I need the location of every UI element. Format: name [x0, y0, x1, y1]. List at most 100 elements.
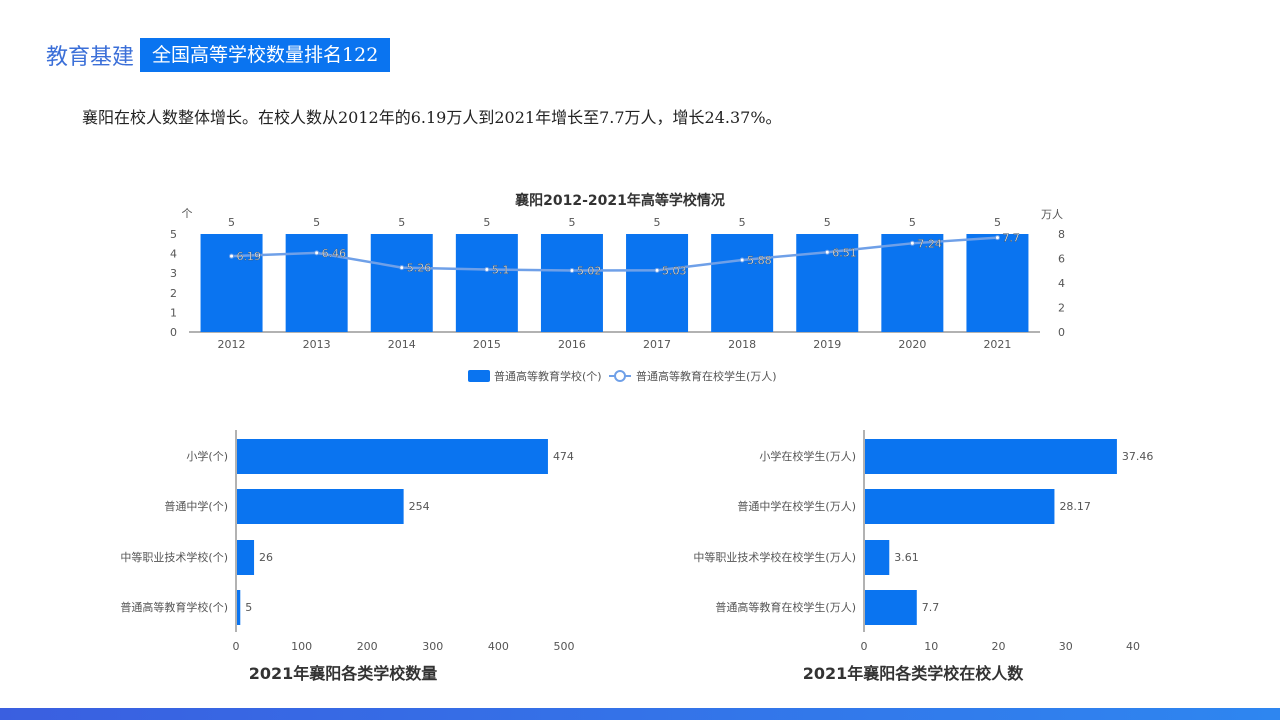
x-tick: 2013	[303, 338, 331, 351]
x-tick: 2021	[983, 338, 1011, 351]
bar-label: 5	[313, 216, 320, 229]
bar	[237, 489, 404, 524]
x-tick: 2012	[218, 338, 246, 351]
category-label: 小学(个)	[186, 449, 228, 463]
x-tick: 100	[291, 640, 312, 653]
category-label: 普通高等教育学校(个)	[120, 600, 228, 614]
chart-title: 2021年襄阳各类学校数量	[249, 664, 438, 683]
x-tick: 2020	[898, 338, 926, 351]
line-point	[569, 268, 575, 274]
bar-label: 3.61	[894, 551, 919, 564]
bar-label: 5	[398, 216, 405, 229]
bar-label: 474	[553, 450, 574, 463]
line-label: 7.7	[1002, 232, 1020, 245]
bar-label: 5	[245, 601, 252, 614]
line-point	[739, 257, 745, 263]
bar	[626, 234, 689, 332]
category-label: 小学在校学生(万人)	[759, 449, 856, 463]
line-point	[994, 235, 1000, 241]
bar	[237, 590, 241, 625]
x-tick: 2016	[558, 338, 586, 351]
x-tick: 2015	[473, 338, 501, 351]
bar-label: 5	[909, 216, 916, 229]
line-point	[654, 267, 660, 273]
bar	[370, 234, 433, 332]
line-label: 7.24	[917, 237, 942, 250]
bar-label: 37.46	[1122, 450, 1154, 463]
bar-label: 5	[654, 216, 661, 229]
bar	[237, 540, 255, 575]
legend-bar-label: 普通高等教育学校(个)	[494, 369, 602, 383]
bar-label: 5	[824, 216, 831, 229]
footer-bar	[0, 708, 1280, 720]
right-tick: 6	[1058, 253, 1065, 266]
x-tick: 20	[992, 640, 1006, 653]
x-tick: 2019	[813, 338, 841, 351]
line-point	[909, 240, 915, 246]
bar-label: 5	[483, 216, 490, 229]
bar-label: 5	[739, 216, 746, 229]
x-tick: 30	[1059, 640, 1073, 653]
x-tick: 40	[1126, 640, 1140, 653]
category-label: 普通中学(个)	[164, 499, 228, 513]
bar	[881, 234, 944, 332]
line-label: 5.03	[662, 264, 687, 277]
ranking-tag: 全国高等学校数量排名122	[140, 38, 391, 72]
left-axis-unit: 个	[182, 207, 193, 220]
bar	[711, 234, 774, 332]
x-tick: 10	[924, 640, 938, 653]
category-label: 中等职业技术学校(个)	[120, 550, 228, 564]
line-label: 6.46	[322, 247, 347, 260]
category-label: 中等职业技术学校在校学生(万人)	[693, 550, 856, 564]
line-point	[229, 253, 235, 259]
x-tick: 300	[422, 640, 443, 653]
right-tick: 8	[1058, 228, 1065, 241]
x-tick: 2017	[643, 338, 671, 351]
category-label: 普通中学在校学生(万人)	[737, 499, 856, 513]
bar	[540, 234, 603, 332]
line-point	[824, 249, 830, 255]
left-tick: 3	[170, 267, 177, 280]
line-label: 5.1	[492, 264, 510, 277]
line-point	[314, 250, 320, 256]
chart-title: 襄阳2012-2021年高等学校情况	[514, 192, 725, 209]
legend-bar-swatch	[468, 370, 490, 382]
bar	[865, 590, 917, 625]
left-tick: 4	[170, 248, 177, 261]
bar	[455, 234, 518, 332]
bar-label: 28.17	[1059, 500, 1091, 513]
left-tick: 5	[170, 228, 177, 241]
x-tick: 0	[861, 640, 868, 653]
legend-line-marker	[614, 370, 626, 382]
bar-label: 5	[228, 216, 235, 229]
x-tick: 2014	[388, 338, 416, 351]
line-point	[484, 267, 490, 273]
bar	[966, 234, 1029, 332]
bar	[865, 489, 1055, 524]
line-point	[399, 265, 405, 271]
left-tick: 2	[170, 287, 177, 300]
chart-title: 2021年襄阳各类学校在校人数	[803, 664, 1025, 683]
right-tick: 2	[1058, 302, 1065, 315]
bar	[200, 234, 263, 332]
bar	[865, 540, 890, 575]
bar-label: 5	[994, 216, 1001, 229]
x-tick: 200	[357, 640, 378, 653]
line-label: 6.19	[237, 250, 261, 263]
x-tick: 2018	[728, 338, 756, 351]
bar	[865, 439, 1117, 474]
bar-label: 7.7	[922, 601, 940, 614]
right-tick: 4	[1058, 277, 1065, 290]
bar-label: 26	[259, 551, 273, 564]
x-tick: 500	[554, 640, 575, 653]
description: 襄阳在校人数整体增长。在校人数从2012年的6.19万人到2021年增长至7.7…	[82, 108, 782, 127]
header: 教育基建 全国高等学校数量排名122	[46, 38, 391, 72]
bar	[285, 234, 348, 332]
right-tick: 0	[1058, 326, 1065, 339]
left-tick: 0	[170, 326, 177, 339]
line-label: 6.51	[832, 246, 857, 259]
line-label: 5.88	[747, 254, 772, 267]
left-tick: 1	[170, 306, 177, 319]
legend-line-label: 普通高等教育在校学生(万人)	[636, 369, 777, 383]
